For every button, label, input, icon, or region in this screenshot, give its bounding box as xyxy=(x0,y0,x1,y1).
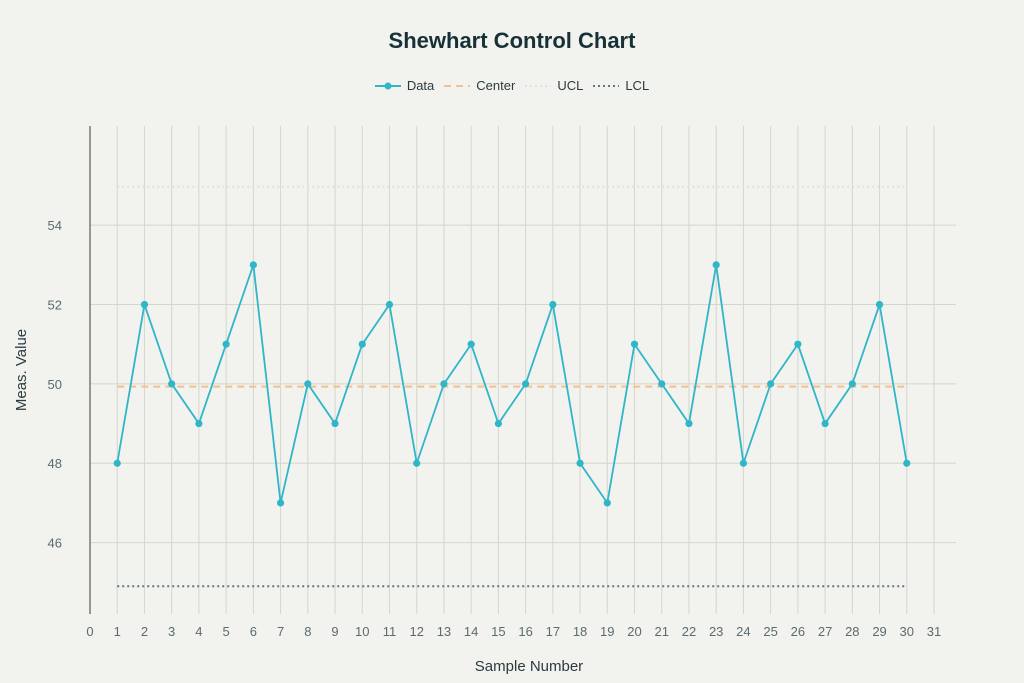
legend-swatch-data xyxy=(374,82,401,89)
x-tick-label: 17 xyxy=(546,624,560,639)
x-tick-label: 2 xyxy=(141,624,148,639)
x-tick-label: 9 xyxy=(331,624,338,639)
legend-label-data: Data xyxy=(406,78,435,93)
x-tick-label: 5 xyxy=(223,624,230,639)
data-point[interactable] xyxy=(603,499,611,507)
data-point[interactable] xyxy=(767,380,775,388)
data-point[interactable] xyxy=(249,261,257,269)
x-tick-label: 23 xyxy=(709,624,723,639)
legend-item-center[interactable]: Center xyxy=(444,78,515,93)
x-tick-label: 29 xyxy=(872,624,886,639)
data-point[interactable] xyxy=(685,419,693,428)
data-point[interactable] xyxy=(630,340,639,348)
x-tick-label: 3 xyxy=(168,624,175,639)
x-tick-label: 24 xyxy=(736,624,750,639)
legend-swatch-lcl xyxy=(593,84,620,87)
y-tick-label: 52 xyxy=(48,298,62,313)
x-tick-label: 28 xyxy=(845,624,859,639)
x-tick-label: 7 xyxy=(277,624,284,639)
x-tick-label: 15 xyxy=(491,624,505,639)
x-tick-label: 25 xyxy=(763,624,777,639)
x-tick-label: 12 xyxy=(409,624,423,639)
legend-item-ucl[interactable]: UCL xyxy=(525,78,583,93)
data-point[interactable] xyxy=(494,419,502,428)
x-tick-label: 19 xyxy=(600,624,614,639)
data-point[interactable] xyxy=(576,459,584,467)
x-tick-label: 4 xyxy=(195,624,202,639)
data-point[interactable] xyxy=(794,340,802,348)
data-point[interactable] xyxy=(903,459,911,467)
x-tick-label: 20 xyxy=(627,624,641,639)
x-tick-label: 26 xyxy=(791,624,805,639)
x-tick-label: 22 xyxy=(682,624,696,639)
data-point[interactable] xyxy=(385,300,394,309)
data-point[interactable] xyxy=(467,340,475,348)
x-tick-label: 13 xyxy=(437,624,451,639)
data-point[interactable] xyxy=(875,300,884,309)
data-point[interactable] xyxy=(522,380,530,388)
x-tick-label: 14 xyxy=(464,624,478,639)
x-tick-label: 1 xyxy=(114,624,121,639)
data-point[interactable] xyxy=(358,340,366,348)
data-point[interactable] xyxy=(821,419,829,428)
data-point[interactable] xyxy=(658,380,666,388)
x-axis-title: Sample Number xyxy=(475,658,583,675)
x-tick-label: 11 xyxy=(383,624,397,639)
x-tick-label: 8 xyxy=(304,624,311,639)
data-point[interactable] xyxy=(195,419,203,428)
data-point[interactable] xyxy=(276,499,285,507)
chart-title: Shewhart Control Chart xyxy=(388,28,636,53)
x-tick-label: 30 xyxy=(900,624,914,639)
legend-label-lcl: LCL xyxy=(625,78,650,93)
series-line-data xyxy=(116,263,908,504)
legend-swatch-center xyxy=(444,84,471,87)
data-point[interactable] xyxy=(168,380,176,388)
data-point[interactable] xyxy=(113,459,121,467)
data-point[interactable] xyxy=(848,380,856,388)
y-tick-label: 48 xyxy=(48,456,62,471)
x-tick-label: 0 xyxy=(86,624,93,639)
legend-item-lcl[interactable]: LCL xyxy=(593,78,649,93)
data-point[interactable] xyxy=(222,340,230,348)
legend-label-ucl: UCL xyxy=(557,78,584,93)
x-tick-label: 31 xyxy=(927,624,941,639)
data-point[interactable] xyxy=(304,380,312,388)
x-tick-label: 16 xyxy=(518,624,532,639)
x-tick-label: 18 xyxy=(573,624,587,639)
x-tick-label: 21 xyxy=(655,624,669,639)
y-tick-label: 46 xyxy=(48,536,62,551)
legend-label-center: Center xyxy=(476,78,516,93)
chart-legend: Data Center UCL LCL xyxy=(0,78,1024,93)
data-point[interactable] xyxy=(549,300,557,309)
y-axis-title: Meas. Value xyxy=(13,329,30,411)
data-point[interactable] xyxy=(440,380,448,388)
x-tick-label: 27 xyxy=(818,624,832,639)
y-tick-label: 54 xyxy=(48,218,62,233)
x-tick-label: 10 xyxy=(355,624,369,639)
data-point[interactable] xyxy=(712,261,720,269)
data-point[interactable] xyxy=(739,459,748,467)
data-point[interactable] xyxy=(140,300,149,309)
x-tick-label: 6 xyxy=(250,624,257,639)
data-point[interactable] xyxy=(413,459,421,467)
legend-swatch-ucl xyxy=(525,84,552,87)
y-tick-label: 50 xyxy=(48,377,62,392)
data-point[interactable] xyxy=(331,419,339,428)
legend-item-data[interactable]: Data xyxy=(374,78,435,93)
